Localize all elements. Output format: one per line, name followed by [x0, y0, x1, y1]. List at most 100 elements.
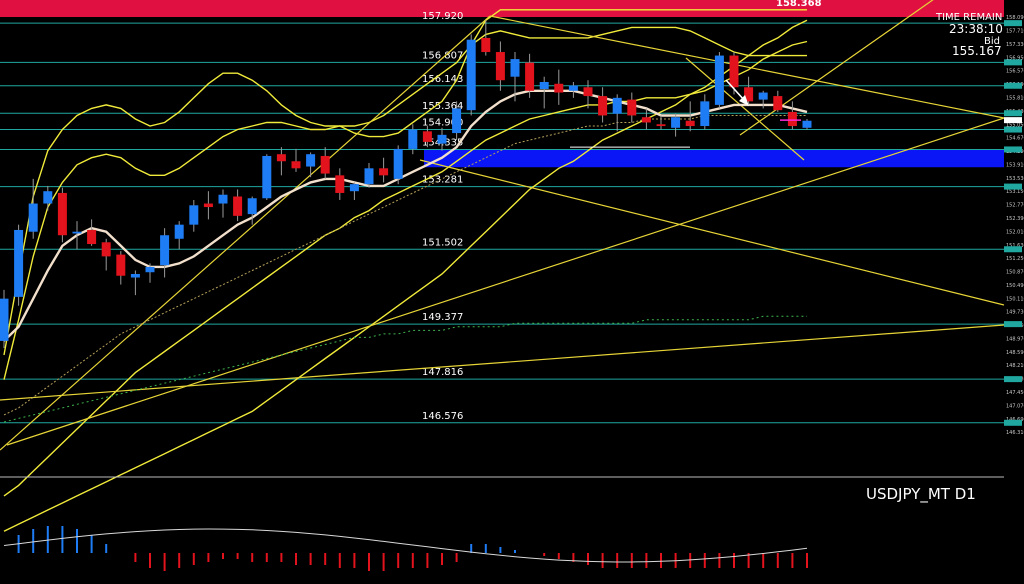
bull-candle — [0, 298, 9, 341]
price-tick-label: 157.330 — [1006, 42, 1024, 48]
bull-candle — [14, 229, 24, 297]
envelope-band-line — [3, 19, 808, 532]
bull-candle — [189, 205, 199, 225]
annotations — [570, 79, 801, 148]
arrow-head-icon — [739, 95, 749, 106]
price-tick-label: 148.970 — [1006, 336, 1024, 342]
banner-price: 158.368 — [776, 0, 822, 9]
bull-candle — [671, 117, 681, 128]
price-tick-label: 150.110 — [1006, 296, 1024, 302]
level-price-badge — [1004, 183, 1022, 190]
bear-candle — [641, 117, 651, 123]
level-price-badge — [1004, 110, 1022, 117]
level-label: 153.281 — [422, 175, 463, 186]
bull-candle — [247, 198, 257, 215]
trend-line-steep — [739, 0, 934, 136]
bear-candle — [583, 87, 593, 97]
level-price-badge — [1004, 419, 1022, 426]
price-tick-label: 148.590 — [1006, 350, 1024, 356]
trend-line — [6, 117, 1005, 446]
price-tick-label: 146.310 — [1006, 430, 1024, 436]
level-label: 156.807 — [422, 50, 463, 61]
bull-candle — [510, 59, 520, 77]
level-price-badge — [1004, 376, 1022, 383]
bear-candle — [656, 124, 666, 127]
bear-candle — [744, 87, 754, 102]
timer-value: 23:38:10 — [949, 22, 1003, 36]
price-tick-label: 156.570 — [1006, 69, 1024, 75]
bull-candle — [612, 97, 622, 114]
price-axis[interactable]: 158.090157.710157.330156.950156.570156.1… — [1004, 15, 1024, 436]
trend-lines — [0, 0, 1005, 451]
bull-candle — [72, 231, 82, 234]
envelope-band-line — [3, 26, 807, 380]
oscillator-signal-line — [3, 528, 808, 563]
bull-candle — [539, 81, 549, 90]
level-price-badge — [1004, 126, 1022, 133]
candlesticks — [0, 20, 812, 348]
bear-candle — [335, 175, 345, 193]
level-price-badge — [1004, 321, 1022, 328]
support-zone — [424, 149, 1004, 168]
bear-candle — [422, 131, 432, 142]
bull-candle — [349, 184, 359, 192]
level-price-badge — [1004, 59, 1022, 66]
price-tick-label: 151.250 — [1006, 256, 1024, 262]
bear-candle — [525, 62, 535, 91]
timer-caption: TIME REMAIN — [935, 12, 1002, 23]
bull-candle — [700, 101, 710, 127]
bull-candle — [43, 191, 53, 204]
trend-line — [419, 159, 1005, 306]
price-tick-label: 152.390 — [1006, 216, 1024, 222]
bear-candle — [773, 96, 783, 111]
bear-candle — [233, 196, 243, 216]
bull-candle — [306, 154, 316, 167]
symbol-label: USDJPY_MT D1 — [866, 485, 976, 504]
bid-price-badge — [1004, 117, 1022, 124]
price-tick-label: 156.950 — [1006, 55, 1024, 61]
trend-line — [685, 57, 805, 161]
price-tick-label: 155.810 — [1006, 95, 1024, 101]
info-panel: TIME REMAIN 23:38:10 Bid 155.167 USDJPY_… — [866, 12, 1003, 504]
bear-candle — [627, 99, 637, 116]
bull-candle — [466, 39, 476, 111]
bear-candle — [598, 96, 608, 116]
bull-candle — [364, 168, 374, 185]
price-tick-label: 152.010 — [1006, 229, 1024, 235]
oscillator-pane — [3, 526, 808, 571]
price-tick-label: 153.910 — [1006, 162, 1024, 168]
bid-price: 155.167 — [952, 44, 1002, 58]
bull-candle — [437, 134, 447, 144]
bear-candle — [116, 254, 126, 276]
price-tick-label: 158.090 — [1006, 15, 1024, 21]
price-tick-label: 153.530 — [1006, 176, 1024, 182]
bull-candle — [408, 129, 418, 149]
price-tick-label: 155.050 — [1006, 122, 1024, 128]
bull-candle — [160, 235, 170, 266]
bear-candle — [481, 37, 491, 53]
level-label: 157.920 — [422, 11, 463, 22]
level-label: 147.816 — [422, 367, 463, 378]
price-tick-label: 150.490 — [1006, 283, 1024, 289]
price-tick-label: 153.150 — [1006, 189, 1024, 195]
bear-candle — [87, 229, 97, 245]
level-price-badge — [1004, 82, 1022, 89]
bear-candle — [203, 203, 213, 208]
level-label: 155.364 — [422, 101, 463, 112]
bull-candle — [145, 266, 155, 273]
level-label: 151.502 — [422, 237, 463, 248]
bull-candle — [218, 194, 228, 204]
bear-candle — [787, 111, 797, 127]
trend-line — [0, 324, 1005, 401]
price-tick-label: 148.210 — [1006, 363, 1024, 369]
bull-candle — [802, 120, 812, 128]
price-tick-label: 151.630 — [1006, 243, 1024, 249]
price-tick-label: 157.710 — [1006, 29, 1024, 35]
level-label: 156.143 — [422, 74, 463, 85]
bull-candle — [452, 108, 462, 134]
level-price-badge — [1004, 246, 1022, 253]
trend-line — [0, 15, 491, 451]
bear-candle — [685, 120, 695, 127]
bear-candle — [57, 192, 67, 236]
